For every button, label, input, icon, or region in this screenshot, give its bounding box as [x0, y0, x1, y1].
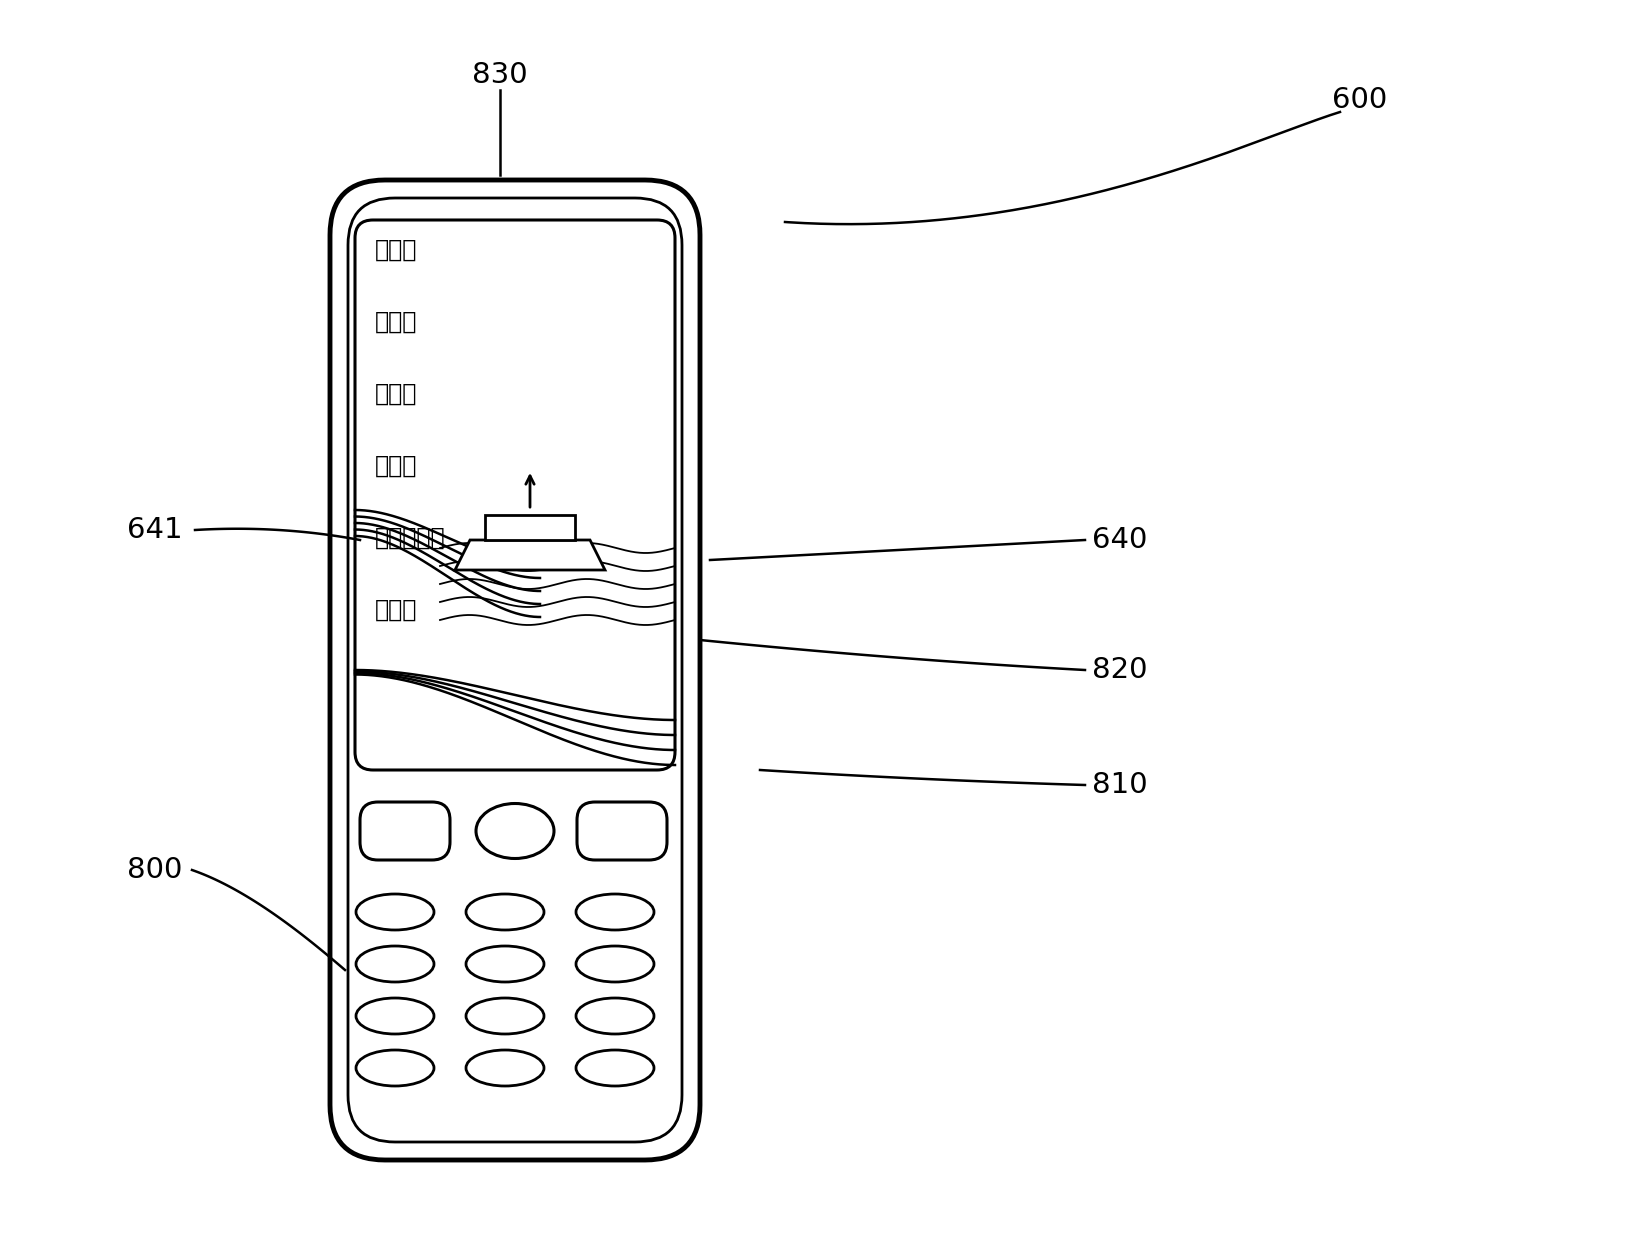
Text: 810: 810	[1092, 771, 1147, 799]
Text: 641: 641	[128, 517, 182, 544]
FancyBboxPatch shape	[361, 803, 449, 861]
Text: 所在水域：: 所在水域：	[375, 525, 446, 551]
Ellipse shape	[465, 895, 544, 930]
Ellipse shape	[575, 998, 654, 1034]
FancyBboxPatch shape	[347, 198, 682, 1142]
FancyBboxPatch shape	[354, 220, 675, 770]
Text: 经度：: 经度：	[375, 382, 416, 406]
Text: 船名：: 船名：	[375, 238, 416, 262]
Text: 呼号：: 呼号：	[375, 310, 416, 334]
Ellipse shape	[465, 1050, 544, 1086]
Ellipse shape	[465, 946, 544, 982]
Ellipse shape	[575, 946, 654, 982]
Ellipse shape	[356, 1050, 434, 1086]
Text: 830: 830	[472, 60, 528, 89]
Ellipse shape	[575, 1050, 654, 1086]
Text: 640: 640	[1092, 525, 1147, 554]
Ellipse shape	[465, 998, 544, 1034]
Ellipse shape	[575, 895, 654, 930]
Text: 820: 820	[1092, 656, 1147, 684]
Ellipse shape	[356, 895, 434, 930]
FancyBboxPatch shape	[577, 803, 667, 861]
FancyBboxPatch shape	[329, 180, 700, 1160]
Text: 800: 800	[128, 856, 182, 885]
Text: 600: 600	[1331, 86, 1387, 113]
Ellipse shape	[356, 946, 434, 982]
Text: 纬度：: 纬度：	[375, 454, 416, 478]
Polygon shape	[485, 515, 575, 541]
Ellipse shape	[475, 804, 554, 858]
Ellipse shape	[356, 998, 434, 1034]
Text: 时间：: 时间：	[375, 598, 416, 622]
Polygon shape	[454, 541, 605, 570]
